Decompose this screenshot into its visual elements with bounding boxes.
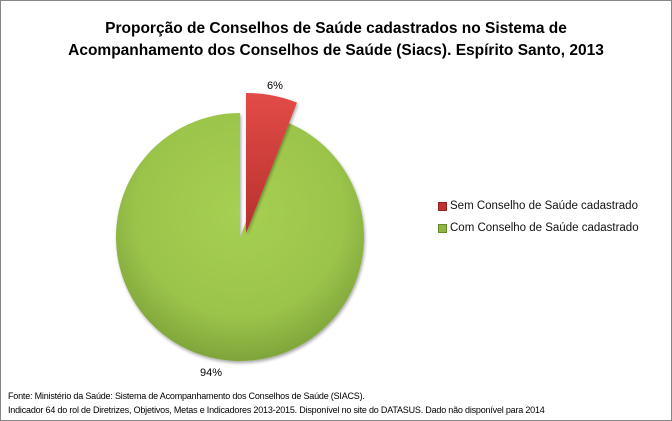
source-note: Fonte: Ministério da Saúde: Sistema de A… — [8, 389, 545, 417]
pie-slice-com-conselho — [115, 112, 364, 361]
legend-label: Sem Conselho de Saúde cadastrado — [450, 200, 638, 212]
legend-item-com-conselho: Com Conselho de Saúde cadastrado — [438, 217, 639, 239]
chart-title-line-2: Acompanhamento dos Conselhos de Saúde (S… — [68, 42, 604, 59]
data-label-com-conselho: 94% — [200, 367, 223, 379]
legend-swatch-green-icon — [438, 223, 447, 233]
source-note-line-1: Fonte: Ministério da Saúde: Sistema de A… — [8, 391, 365, 401]
chart-title: Proporção de Conselhos de Saúde cadastra… — [0, 18, 672, 62]
source-note-line-2: Indicador 64 do rol de Diretrizes, Objet… — [8, 405, 545, 415]
legend: Sem Conselho de Saúde cadastrado Com Con… — [438, 195, 639, 239]
pie-slice-sem-conselho — [246, 92, 297, 233]
legend-swatch-red-icon — [438, 201, 447, 211]
data-label-sem-conselho: 6% — [267, 80, 283, 92]
chart-title-line-1: Proporção de Conselhos de Saúde cadastra… — [105, 20, 567, 37]
legend-item-sem-conselho: Sem Conselho de Saúde cadastrado — [438, 195, 639, 217]
legend-label: Com Conselho de Saúde cadastrado — [450, 222, 639, 234]
